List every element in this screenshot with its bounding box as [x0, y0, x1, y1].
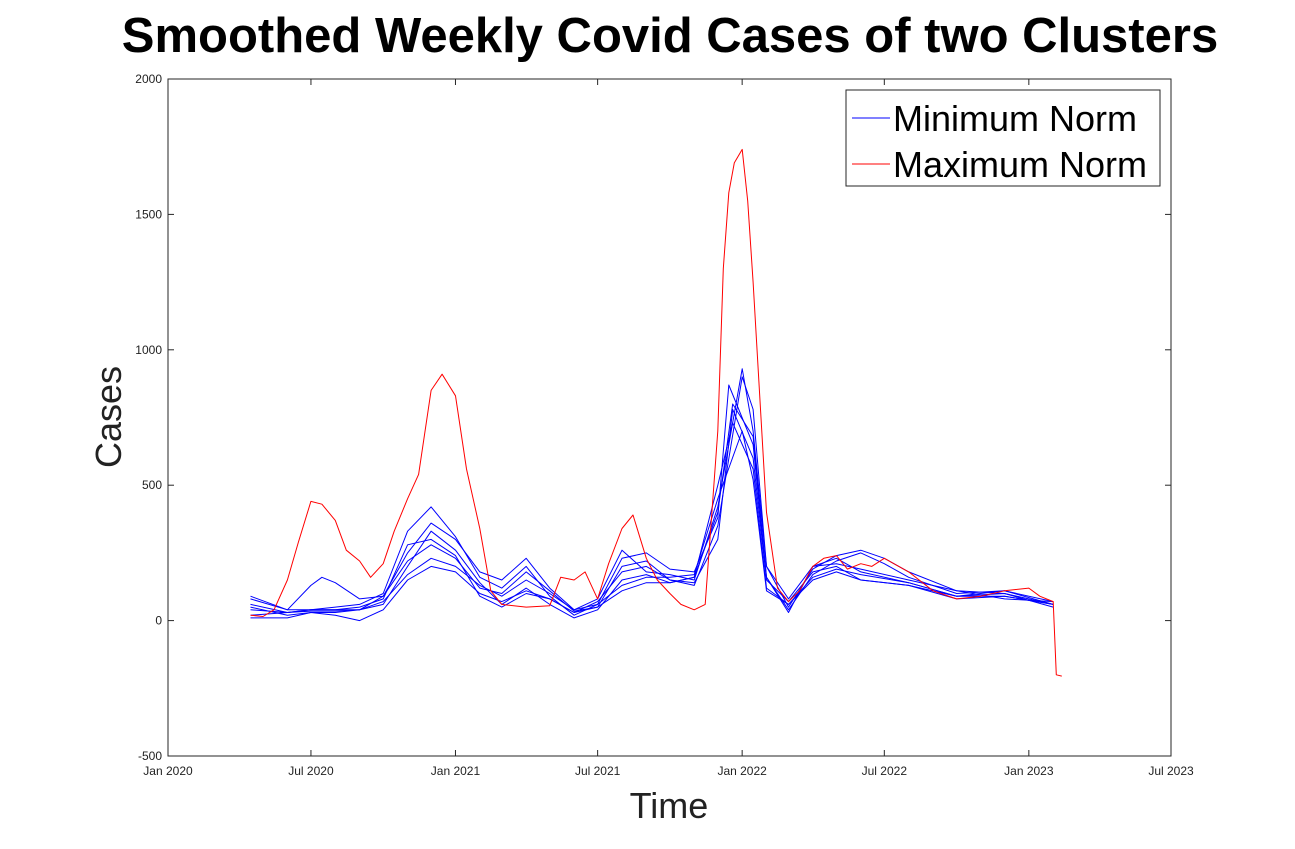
legend-label-maximum-norm: Maximum Norm [893, 144, 1147, 185]
series-layer [250, 148, 1062, 677]
series-minimum-norm-line-6 [250, 403, 1054, 613]
y-tick-label: 500 [142, 478, 162, 492]
legend: Minimum Norm Maximum Norm [845, 89, 1161, 187]
series-minimum-norm-line-4 [250, 430, 1054, 616]
x-tick-label: Jul 2020 [288, 764, 334, 778]
plot-area [167, 78, 1172, 757]
y-tick-label: -500 [138, 749, 162, 763]
series-minimum-norm-line-2 [250, 408, 1054, 622]
chart-title: Smoothed Weekly Covid Cases of two Clust… [121, 9, 1219, 63]
y-tick-label: 0 [155, 614, 162, 628]
series-maximum-norm-line [250, 148, 1062, 677]
legend-box [845, 89, 1161, 187]
x-tick-label: Jan 2022 [717, 764, 767, 778]
ticks-layer: -500 0 500 1000 1500 2000 Jan 2020 Jul 2020 Jan … [135, 72, 1194, 778]
x-tick-label: Jan 2023 [1004, 764, 1054, 778]
y-tick-label: 2000 [135, 72, 162, 86]
y-axis-label: Cases [88, 366, 129, 468]
x-tick-label: Jan 2021 [431, 764, 481, 778]
y-tick-label: 1000 [135, 343, 162, 357]
series-minimum-norm-line-5 [250, 376, 1054, 616]
y-tick-label: 1500 [135, 207, 162, 221]
x-tick-label: Jul 2023 [1148, 764, 1194, 778]
x-axis-label: Time [630, 785, 709, 826]
series-minimum-norm-line-3 [250, 422, 1054, 619]
x-tick-label: Jan 2020 [143, 764, 193, 778]
x-tick-label: Jul 2022 [862, 764, 908, 778]
x-tick-label: Jul 2021 [575, 764, 621, 778]
legend-label-minimum-norm: Minimum Norm [893, 98, 1137, 139]
series-minimum-norm-line-0 [250, 368, 1054, 611]
series-minimum-norm-line-1 [250, 384, 1054, 616]
